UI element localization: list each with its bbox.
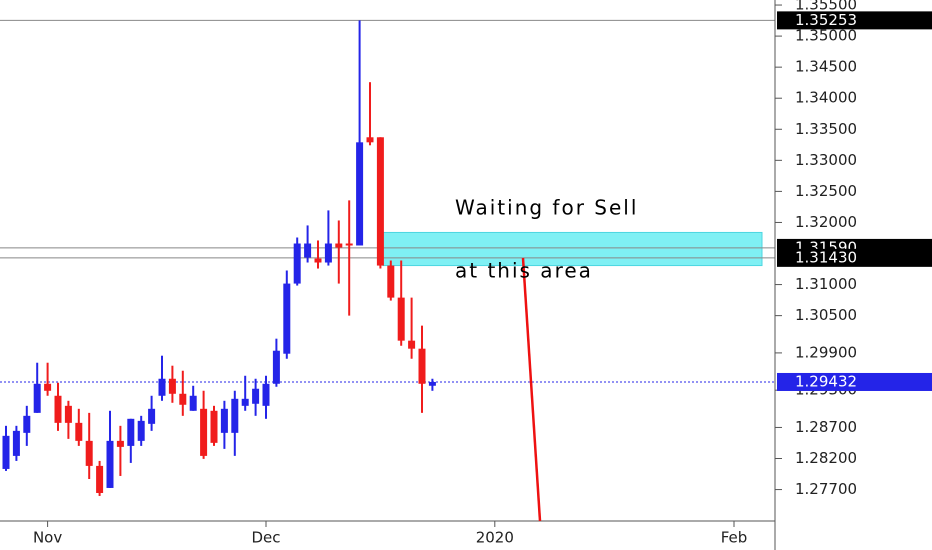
y-tick-label: 1.28200 (795, 449, 857, 467)
y-tick-label: 1.35500 (795, 0, 857, 14)
price-level-label: 1.35253 (795, 11, 857, 29)
candle-body (96, 465, 104, 493)
candle-body (324, 243, 332, 263)
candle-body (231, 398, 239, 433)
candle-body (64, 405, 72, 423)
candle-body (137, 420, 145, 441)
y-tick-label: 1.27700 (795, 480, 857, 498)
candle-body (252, 388, 260, 404)
annotation: Waiting for Sell (455, 196, 638, 220)
candle-body (33, 383, 41, 413)
forecast-arrow (521, 257, 542, 522)
y-tick-label: 1.34500 (795, 58, 857, 76)
candle-body (262, 383, 270, 406)
y-tick-label: 1.33500 (795, 120, 857, 138)
candle-body (366, 137, 374, 143)
candle-body (397, 297, 405, 341)
x-tick-label: Feb (721, 529, 748, 547)
y-tick-label: 1.32500 (795, 182, 857, 200)
candle-body (356, 142, 364, 246)
candle-body (241, 398, 249, 406)
candle-body (148, 408, 156, 424)
candle-body (408, 340, 416, 349)
candle-body (293, 243, 301, 284)
candle-body (168, 378, 176, 394)
axes: 1.35500 1.35000 1.34500 1.34000 1.33500 1.330… (33, 0, 932, 547)
price-level-box (777, 248, 932, 267)
candle-body (387, 265, 395, 298)
candle-body (200, 408, 208, 456)
candle-body (127, 418, 135, 446)
candle-body (116, 440, 124, 447)
candle-body (189, 395, 197, 411)
candle-body (283, 283, 291, 354)
candle-body (44, 383, 52, 391)
candle-body (220, 408, 228, 433)
y-tick-label: 1.33000 (795, 151, 857, 169)
x-tick-label: Nov (33, 529, 62, 547)
price-level-box (777, 372, 932, 391)
candle-body (418, 348, 426, 384)
candle-body (2, 435, 10, 469)
y-tick-label: 1.31000 (795, 275, 857, 293)
candle-body (23, 415, 31, 433)
candle-body (75, 422, 83, 441)
y-tick-label: 1.28700 (795, 418, 857, 436)
candle-body (345, 243, 353, 246)
candle-body (428, 381, 436, 386)
candle-body (272, 350, 280, 384)
candle-body (304, 243, 312, 258)
candle-body (12, 430, 20, 456)
x-tick-label: Dec (251, 529, 280, 547)
x-tick-label: 2020 (476, 529, 514, 547)
candle-body (376, 137, 384, 266)
y-tick-label: 1.32000 (795, 213, 857, 231)
plot-area (0, 19, 775, 496)
y-tick-label: 1.34000 (795, 89, 857, 107)
candle-body (210, 410, 218, 443)
annotation: at this area (455, 259, 593, 283)
candle-body (179, 393, 187, 405)
candle-body (85, 440, 93, 466)
sell-zone (382, 231, 763, 267)
candle-body (314, 258, 322, 263)
y-tick-label: 1.30500 (795, 306, 857, 324)
price-level-label: 1.31430 (795, 248, 857, 266)
price-level-box (777, 11, 932, 30)
candle-body (54, 395, 62, 423)
price-level-label: 1.29432 (795, 372, 857, 390)
y-tick-label: 1.35000 (795, 27, 857, 45)
candle-body (158, 378, 166, 396)
candle-body (335, 243, 343, 248)
y-tick-label: 1.29900 (795, 343, 857, 361)
candle-body (106, 440, 114, 488)
